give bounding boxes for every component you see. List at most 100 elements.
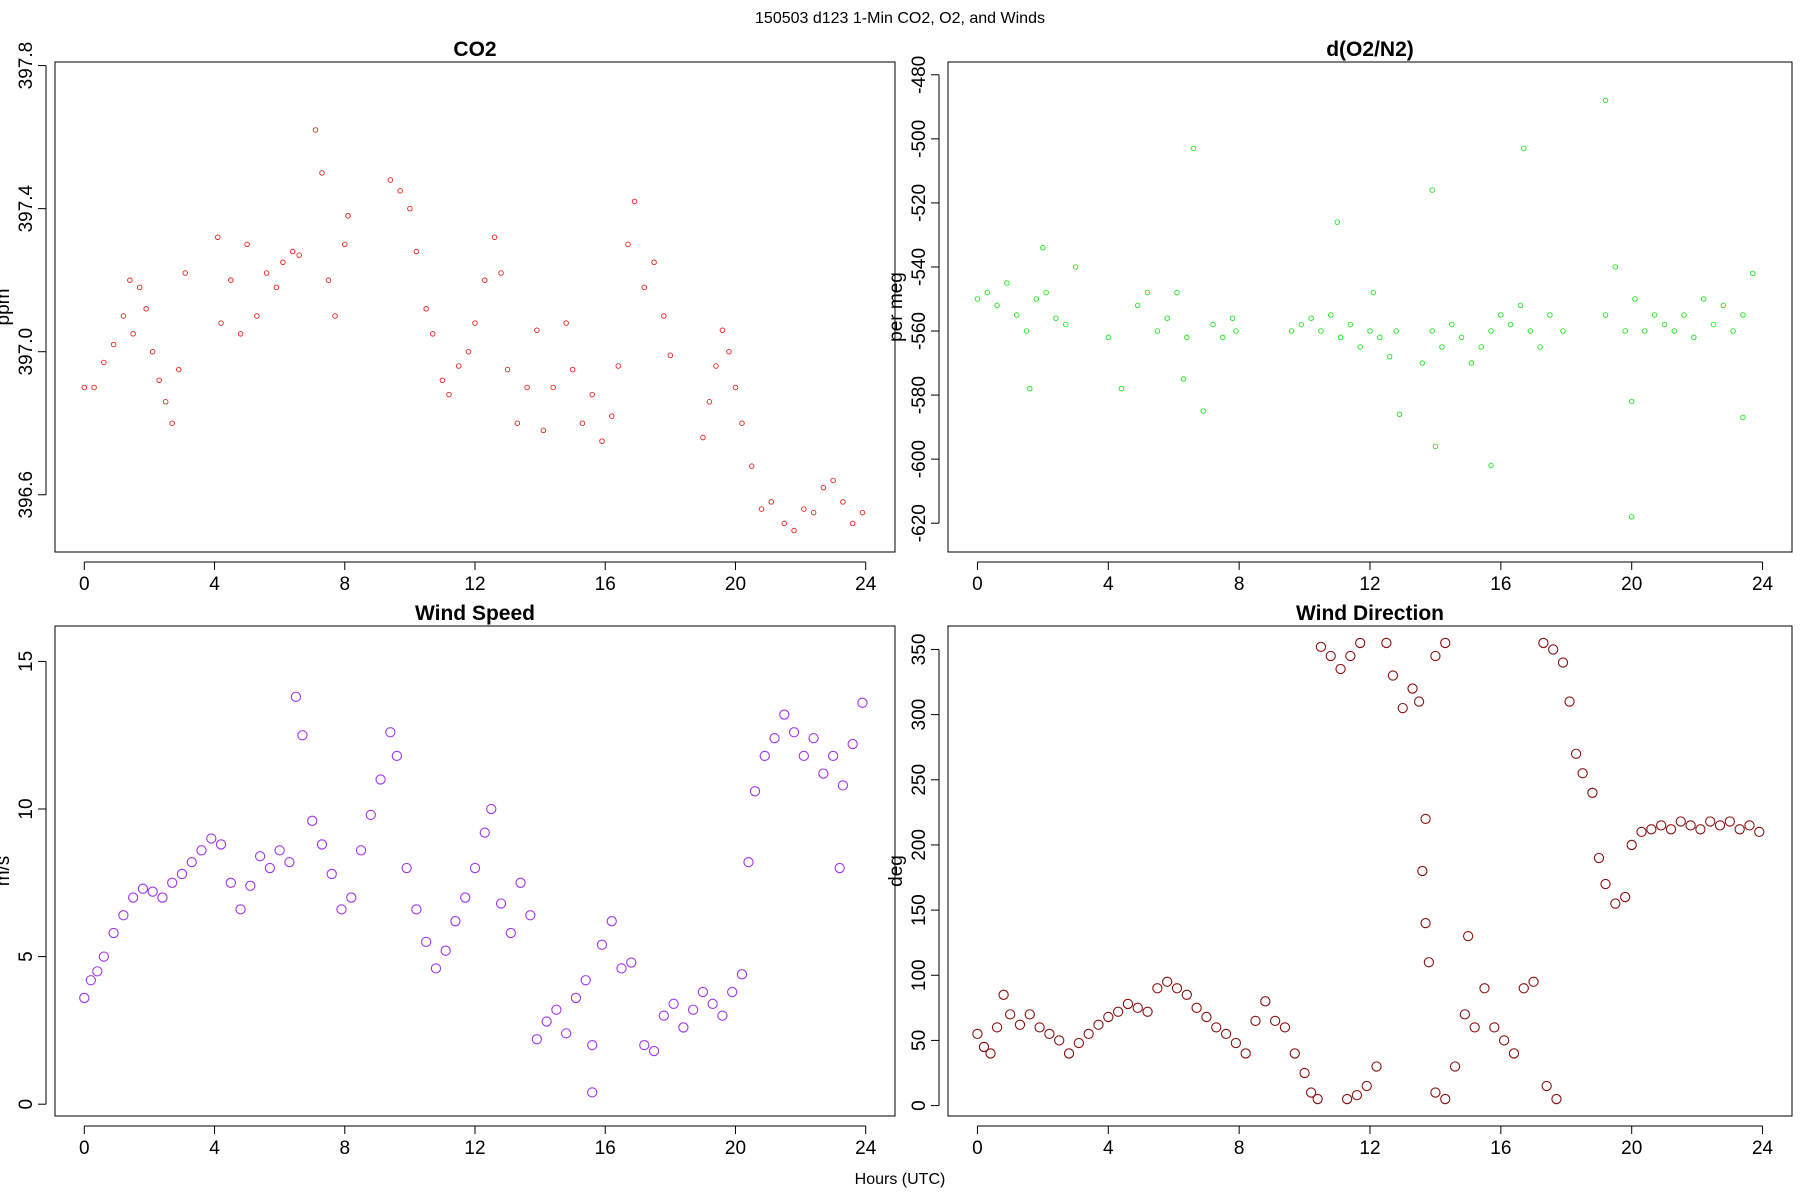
co2-data-point bbox=[136, 284, 143, 291]
co2-x-tick-label: 8 bbox=[339, 574, 350, 595]
o2-data-point bbox=[1174, 289, 1180, 296]
co2-data-point bbox=[407, 205, 413, 212]
co2-data-point bbox=[615, 363, 622, 369]
wspd-data-point bbox=[847, 738, 858, 750]
wspd-x-tick-label: 12 bbox=[464, 1138, 485, 1159]
co2-data-point bbox=[397, 188, 403, 194]
wdir-data-point bbox=[1024, 1009, 1035, 1020]
o2-x-tick-label: 16 bbox=[1490, 574, 1511, 595]
o2-data-point bbox=[1033, 296, 1040, 302]
wspd-data-point bbox=[798, 750, 809, 762]
o2-data-point bbox=[1661, 321, 1668, 328]
wdir-data-point bbox=[1675, 816, 1686, 827]
co2-data-point bbox=[182, 270, 188, 276]
o2-data-point bbox=[1334, 219, 1341, 225]
wdir-data-point bbox=[1112, 1006, 1124, 1017]
co2-data-point bbox=[732, 384, 739, 391]
wspd-data-point bbox=[658, 1010, 669, 1021]
wspd-data-point bbox=[678, 1022, 689, 1033]
o2-x-tick-label: 12 bbox=[1359, 574, 1380, 595]
o2-data-point bbox=[1537, 344, 1543, 350]
co2-data-point bbox=[143, 306, 149, 312]
wdir-data-point bbox=[1459, 1009, 1471, 1020]
wspd-data-point bbox=[274, 845, 285, 856]
co2-data-point bbox=[540, 427, 547, 434]
o2-data-point bbox=[1337, 334, 1344, 341]
co2-x-tick-label: 24 bbox=[855, 574, 877, 595]
co2-data-point bbox=[332, 313, 338, 319]
wspd-data-point bbox=[857, 697, 868, 708]
wspd-x-tick-label: 4 bbox=[209, 1138, 220, 1159]
wdir-data-point bbox=[1518, 983, 1529, 994]
co2-data-point bbox=[156, 377, 162, 384]
co2-data-point bbox=[101, 359, 107, 366]
o2-data-point bbox=[1612, 264, 1619, 270]
co2-x-tick-label: 12 bbox=[464, 574, 485, 595]
wdir-data-point bbox=[1341, 1093, 1353, 1105]
wspd-x-tick-label: 0 bbox=[79, 1138, 90, 1159]
wspd-data-point bbox=[196, 845, 207, 856]
o2-data-point bbox=[1517, 302, 1524, 309]
co2-data-point bbox=[758, 506, 765, 512]
o2-ylabel: per meg bbox=[886, 272, 907, 342]
o2-data-point bbox=[994, 302, 1000, 309]
wspd-data-point bbox=[759, 750, 770, 762]
wdir-data-point bbox=[1083, 1028, 1094, 1040]
wdir-data-point bbox=[1381, 637, 1392, 649]
wspd-data-point bbox=[769, 733, 780, 744]
o2-data-point bbox=[1449, 321, 1455, 328]
co2-data-point bbox=[569, 366, 576, 373]
co2-data-point bbox=[641, 284, 648, 291]
wdir-data-point bbox=[1269, 1015, 1281, 1027]
co2-data-point bbox=[319, 170, 325, 176]
co2-data-point bbox=[130, 331, 136, 337]
wdir-data-point bbox=[1312, 1093, 1323, 1105]
co2-data-point bbox=[810, 509, 817, 516]
wdir-data-point bbox=[1548, 644, 1559, 655]
o2-data-point bbox=[1651, 312, 1658, 318]
wdir-data-point bbox=[1413, 696, 1425, 707]
wdir-data-point bbox=[1361, 1080, 1372, 1092]
o2-y-tick-label: -580 bbox=[909, 376, 930, 414]
co2-data-point bbox=[491, 234, 498, 241]
wdir-data-point bbox=[1073, 1037, 1085, 1049]
co2-y-tick-label: 397.4 bbox=[16, 184, 37, 232]
wspd-data-point bbox=[79, 992, 90, 1004]
wspd-data-point bbox=[365, 809, 376, 821]
o2-data-point bbox=[1377, 334, 1383, 341]
wspd-data-point bbox=[727, 986, 738, 998]
figure-xlabel: Hours (UTC) bbox=[855, 1171, 946, 1188]
o2-data-point bbox=[1628, 514, 1635, 520]
wdir-data-point bbox=[1250, 1015, 1261, 1027]
co2-data-point bbox=[413, 248, 420, 255]
wspd-data-point bbox=[648, 1045, 660, 1057]
o2-data-point bbox=[1642, 328, 1648, 334]
co2-y-tick-label: 397.0 bbox=[16, 328, 37, 376]
o2-data-point bbox=[1200, 408, 1206, 414]
co2-data-point bbox=[244, 241, 250, 248]
wdir-data-point bbox=[1489, 1022, 1500, 1033]
wspd-data-point bbox=[316, 839, 328, 850]
co2-data-point bbox=[312, 127, 319, 133]
co2-data-point bbox=[455, 363, 462, 369]
wdir-y-tick-label: 0 bbox=[909, 1100, 930, 1111]
o2-data-point bbox=[1602, 312, 1609, 318]
co2-x-tick-label: 16 bbox=[595, 574, 616, 595]
wspd-data-point bbox=[290, 691, 302, 702]
o2-data-point bbox=[1357, 344, 1363, 350]
o2-data-point bbox=[1327, 312, 1334, 318]
wdir-panel: Wind Direction deg 0 4 8 12 16 20 24 0 50 100 150 200… bbox=[886, 602, 1793, 1159]
wdir-y-tick-label: 200 bbox=[909, 829, 930, 861]
co2-data-point bbox=[726, 348, 732, 355]
wspd-data-point bbox=[391, 750, 403, 762]
wspd-data-point bbox=[495, 898, 507, 909]
o2-data-point bbox=[1063, 321, 1069, 328]
o2-data-point bbox=[1027, 385, 1033, 392]
wdir-x-tick-label: 16 bbox=[1490, 1138, 1511, 1159]
wspd-data-point bbox=[808, 733, 819, 744]
co2-data-point bbox=[514, 420, 521, 426]
wdir-data-point bbox=[1469, 1022, 1480, 1033]
wdir-data-point bbox=[1541, 1080, 1552, 1092]
wdir-data-point bbox=[1665, 824, 1677, 835]
